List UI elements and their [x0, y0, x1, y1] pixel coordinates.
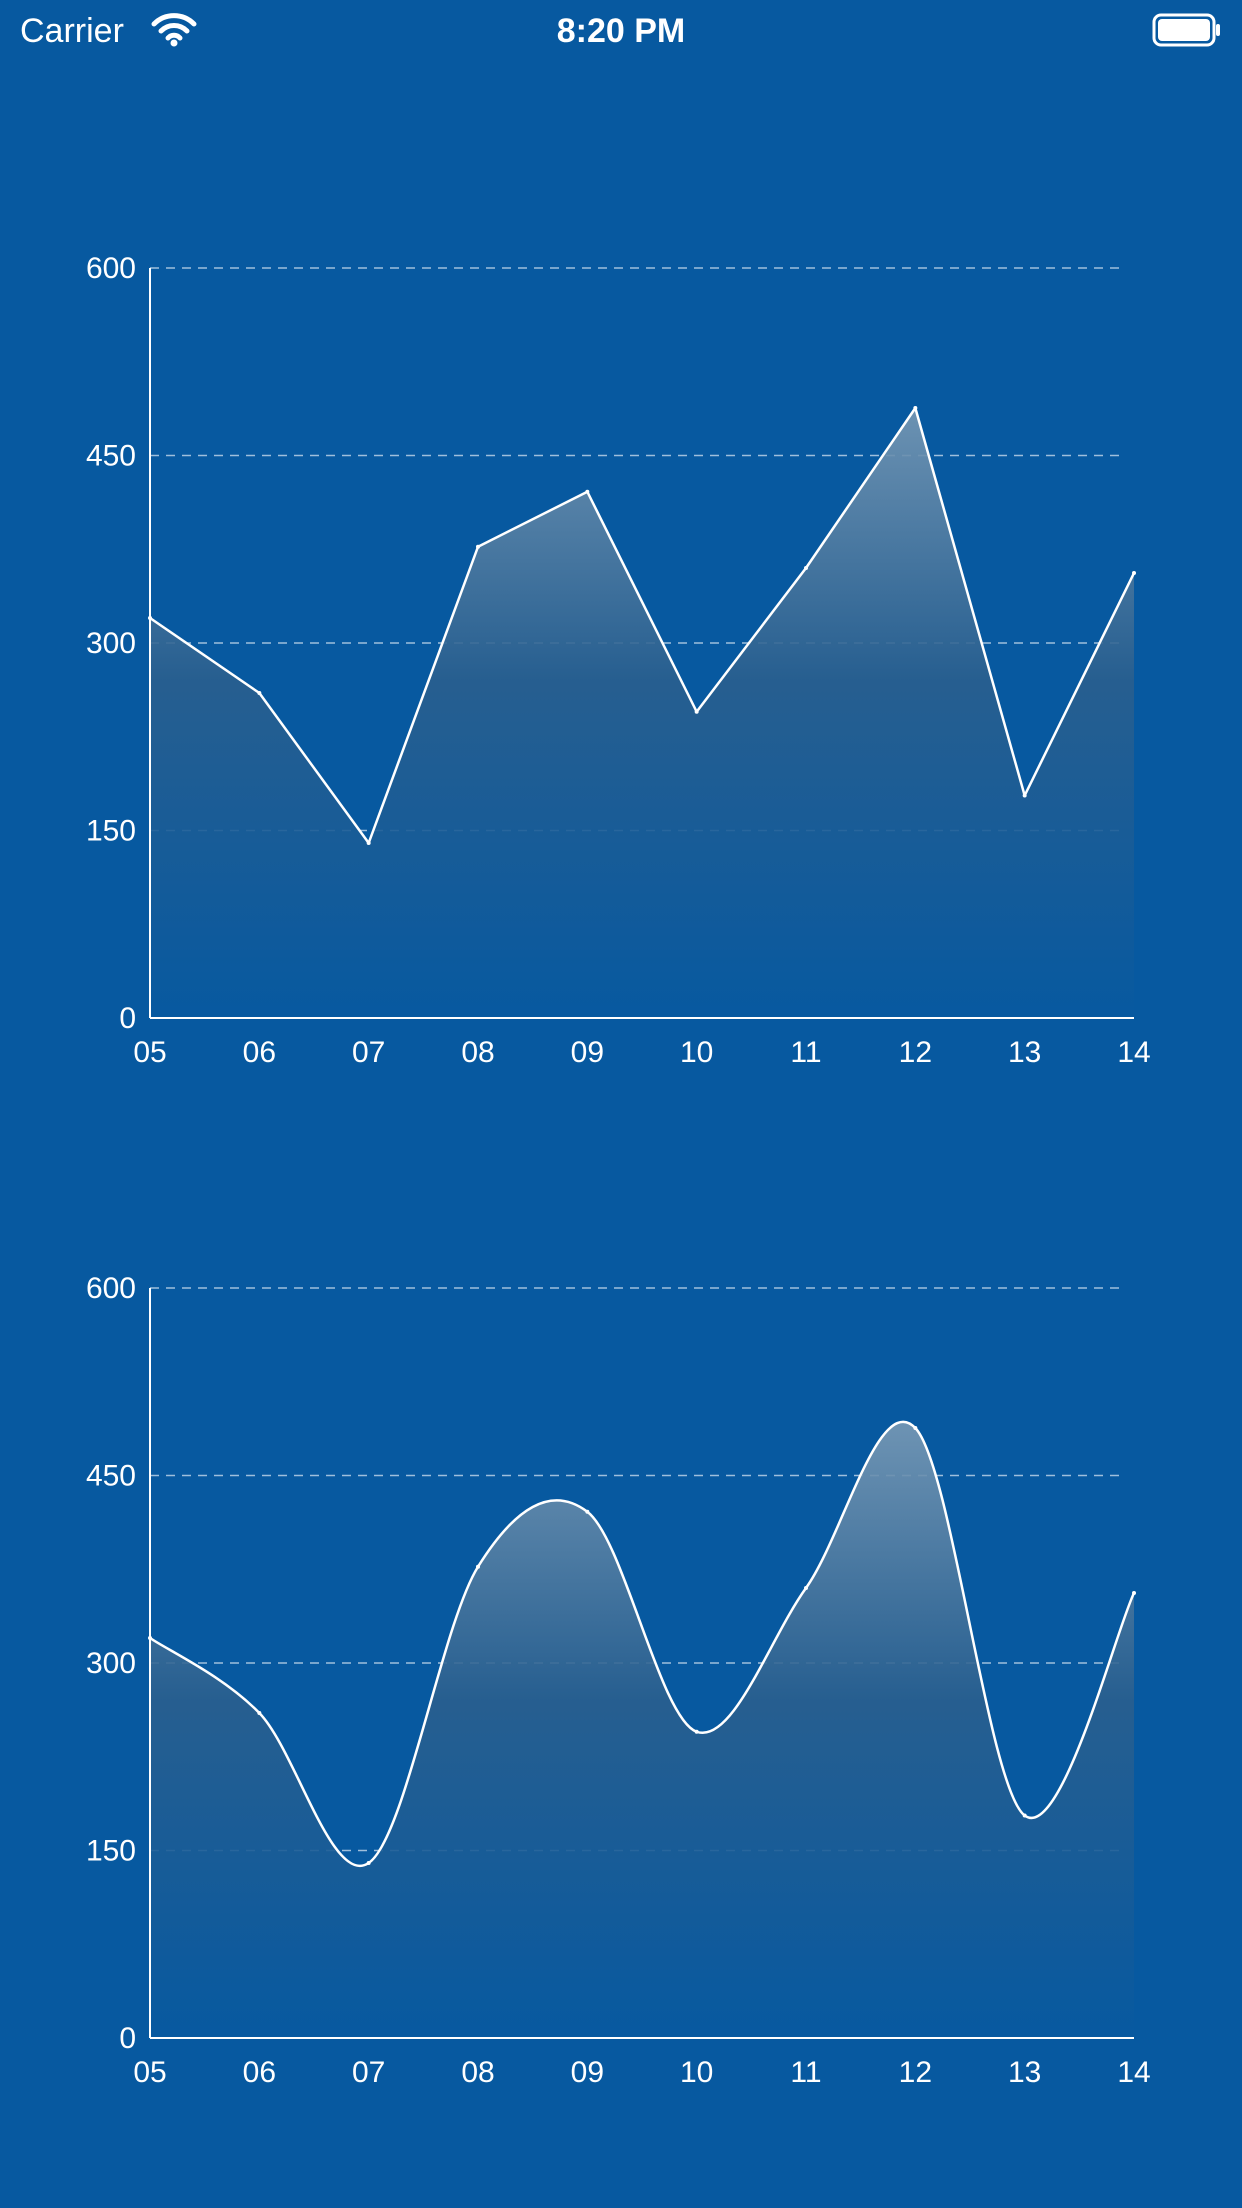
- x-tick-label: 12: [899, 2056, 932, 2089]
- x-tick-label: 13: [1008, 1036, 1041, 1069]
- x-tick-label: 10: [680, 1036, 713, 1069]
- wifi-icon: [151, 13, 197, 47]
- data-point-12: [913, 406, 918, 410]
- status-time: 8:20 PM: [556, 12, 686, 50]
- x-tick-label: 09: [571, 1036, 604, 1069]
- data-point-14: [1132, 571, 1136, 575]
- y-tick-label: 600: [86, 1272, 136, 1305]
- series-line: [149, 406, 1136, 845]
- x-tick-label: 14: [1117, 2056, 1150, 2089]
- x-tick-label: 07: [352, 2056, 385, 2089]
- data-point-13: [1022, 1813, 1027, 1818]
- y-tick-label: 600: [86, 252, 136, 285]
- series-line: [149, 1420, 1136, 1867]
- y-tick-label: 150: [86, 1835, 136, 1868]
- x-tick-label: 12: [899, 1036, 932, 1069]
- y-tick-label: 450: [86, 1460, 136, 1493]
- x-tick-label: 07: [352, 1036, 385, 1069]
- y-tick-label: 300: [86, 1647, 136, 1680]
- area-fill: [150, 408, 1134, 1018]
- y-tick-label: 450: [86, 440, 136, 473]
- area-fill: [150, 1421, 1134, 2038]
- data-point-06: [257, 691, 262, 695]
- data-point-09: [585, 489, 590, 494]
- x-tick-label: 06: [243, 1036, 276, 1069]
- smooth-area-chart: 0 150 300 450 600 05 06 07 08 09 10 11 12 13 14: [86, 1272, 1151, 2089]
- status-bar: Carrier 8:20 PM: [0, 0, 1242, 62]
- x-tick-label: 11: [790, 2056, 821, 2089]
- battery-icon: [1152, 13, 1220, 47]
- x-tick-label: 08: [461, 2056, 494, 2089]
- data-point-06: [257, 1711, 262, 1715]
- y-tick-label: 300: [86, 627, 136, 660]
- data-point-14: [1132, 1591, 1136, 1595]
- data-point-08: [476, 1564, 480, 1569]
- x-tick-label: 06: [243, 2056, 276, 2089]
- x-tick-label: 08: [461, 1036, 494, 1069]
- data-point-10: [694, 1729, 699, 1734]
- data-point-09: [585, 1509, 590, 1514]
- x-tick-label: 05: [133, 1036, 166, 1069]
- x-tick-label: 09: [571, 2056, 604, 2089]
- x-tick-label: 14: [1117, 1036, 1150, 1069]
- x-tick-label: 13: [1008, 2056, 1041, 2089]
- x-tick-label: 05: [133, 2056, 166, 2089]
- carrier-label: Carrier: [20, 12, 124, 50]
- data-point-07: [366, 1861, 371, 1865]
- y-tick-label: 150: [86, 815, 136, 848]
- y-tick-label: 0: [119, 1002, 136, 1035]
- y-tick-label: 0: [119, 2022, 136, 2055]
- data-point-07: [366, 841, 371, 845]
- x-tick-label: 11: [790, 1036, 821, 1069]
- data-point-11: [804, 1586, 808, 1590]
- data-point-13: [1022, 793, 1027, 798]
- x-tick-label: 10: [680, 2056, 713, 2089]
- data-point-12: [913, 1426, 918, 1430]
- data-point-10: [694, 709, 699, 714]
- data-point-08: [476, 544, 480, 549]
- line-area-chart: 0 150 300 450 600 05 06 07 08 09 10 11 12 13 14: [86, 252, 1151, 1069]
- data-point-11: [804, 566, 808, 570]
